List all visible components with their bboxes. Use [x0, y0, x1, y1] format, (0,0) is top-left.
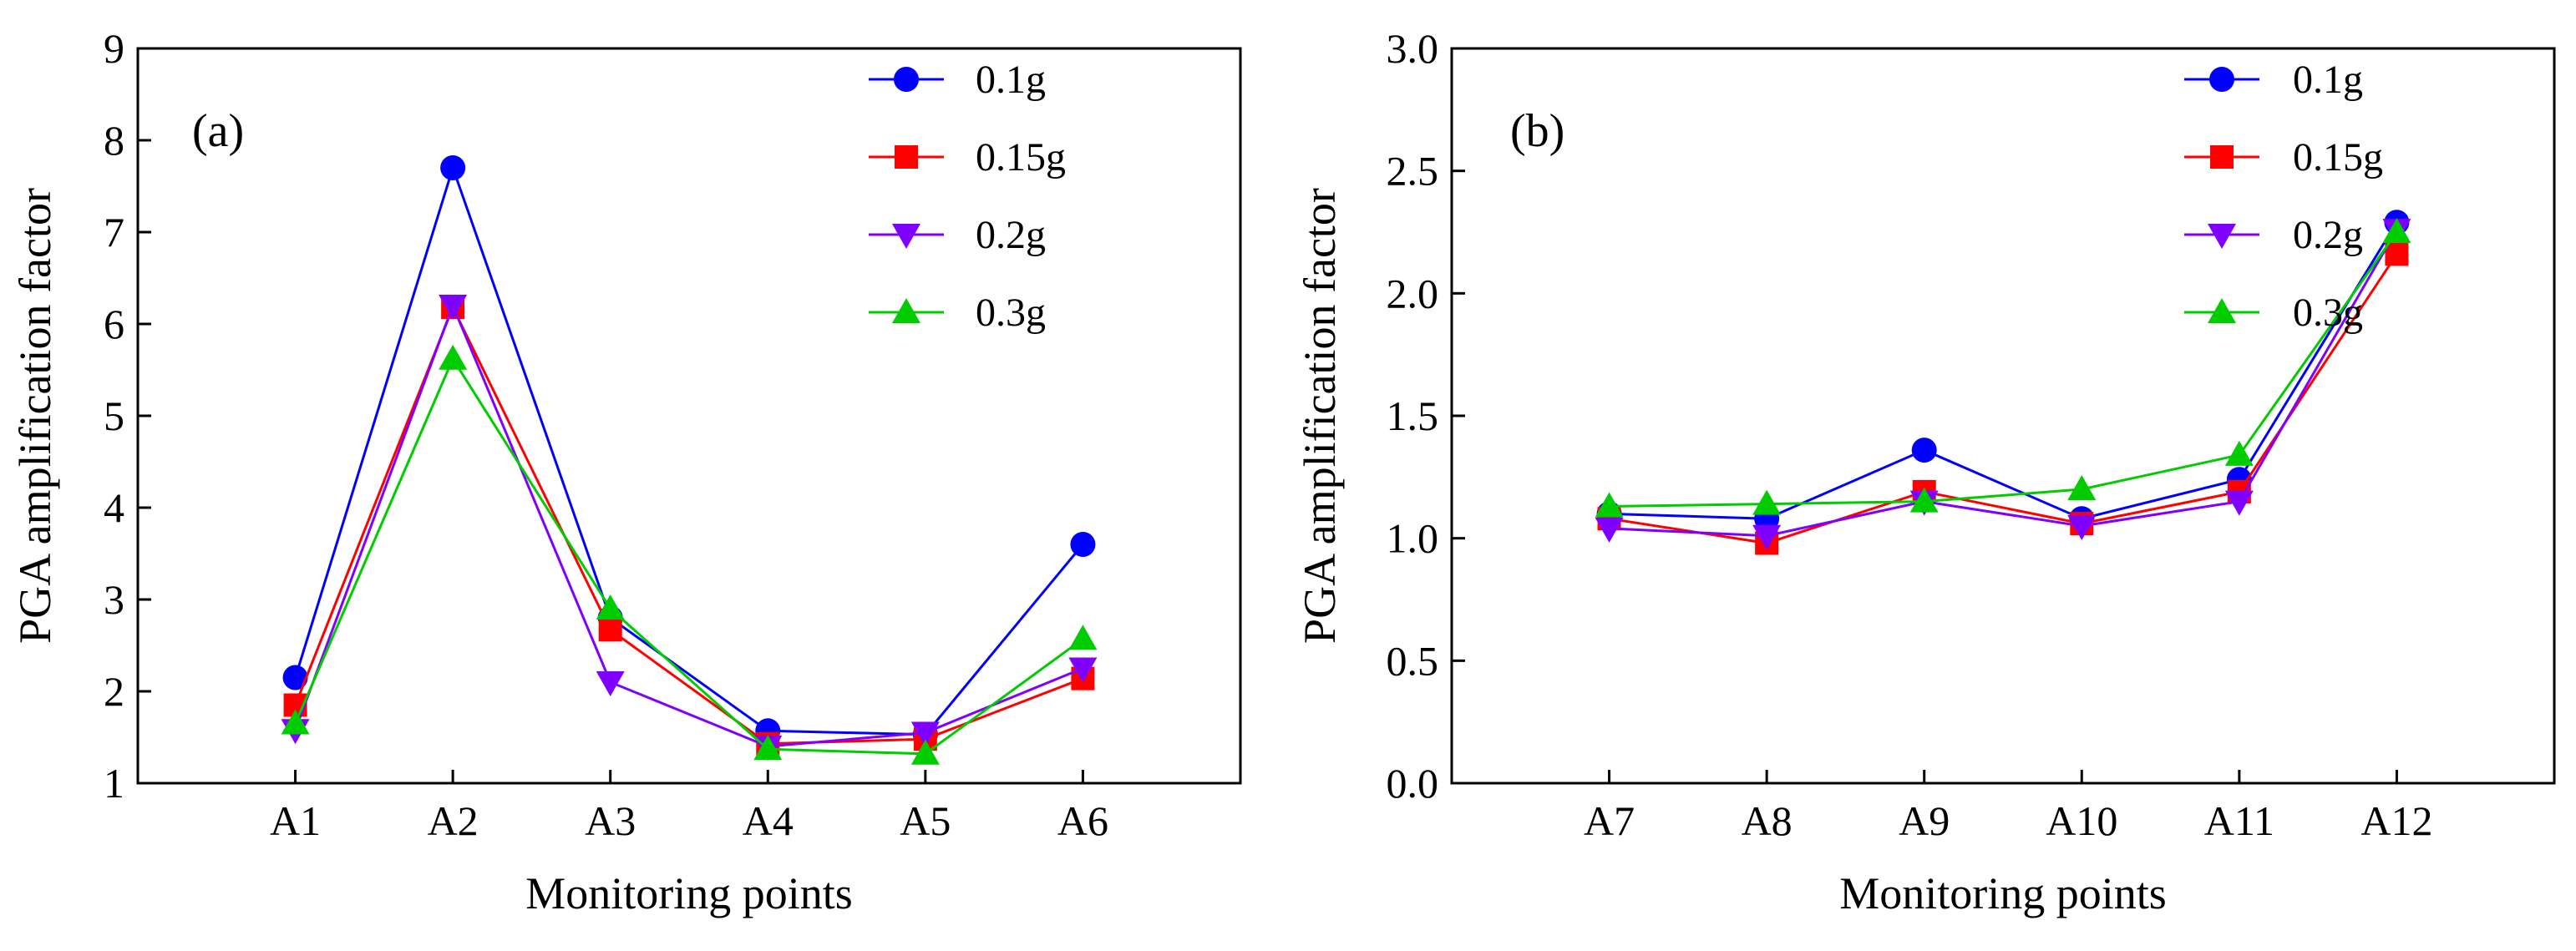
- data-point-0.3g: [753, 735, 783, 761]
- data-point-0.3g: [596, 594, 625, 620]
- data-point-0.2g: [2067, 515, 2097, 540]
- series-line-0.1g: [1609, 221, 2398, 520]
- data-point-0.3g: [2224, 440, 2254, 466]
- x-tick-label: A10: [2046, 797, 2117, 844]
- y-tick-label: 5: [104, 392, 124, 439]
- data-point-0.2g: [1595, 517, 1624, 543]
- legend-label: 0.2g: [2293, 213, 2363, 257]
- legend-marker: [2208, 298, 2236, 323]
- y-tick-label: 2.5: [1387, 148, 1439, 195]
- y-axis-title: PGA amplification factor: [1295, 188, 1345, 644]
- data-point-0.3g: [1909, 487, 1939, 513]
- x-tick-label: A9: [1899, 797, 1950, 844]
- x-tick-label: A7: [1584, 797, 1635, 844]
- x-tick-label: A5: [900, 797, 951, 844]
- y-tick-label: 3: [104, 576, 124, 623]
- y-tick-label: 3.0: [1387, 25, 1439, 72]
- data-point-0.3g: [439, 344, 468, 370]
- y-tick-label: 1: [104, 760, 124, 807]
- x-tick-label: A1: [270, 797, 321, 844]
- legend-marker: [2210, 145, 2234, 169]
- legend-marker: [2209, 67, 2234, 92]
- data-point-0.1g: [440, 155, 466, 180]
- x-tick-label: A8: [1742, 797, 1793, 844]
- data-point-0.2g: [596, 671, 625, 696]
- y-tick-label: 4: [104, 484, 124, 531]
- data-point-0.15g: [2385, 242, 2409, 266]
- y-tick-label: 7: [104, 209, 124, 255]
- x-tick-label: A3: [585, 797, 636, 844]
- series-line-0.2g: [294, 301, 1083, 748]
- data-point-0.2g: [910, 721, 940, 747]
- series-line-0.2g: [1609, 229, 2398, 538]
- y-tick-label: 2: [104, 668, 124, 715]
- data-point-0.15g: [598, 618, 622, 642]
- legend-label: 0.3g: [976, 291, 1046, 335]
- y-tick-label: 1.0: [1387, 515, 1439, 562]
- legend-marker: [892, 224, 920, 249]
- y-tick-label: 0.0: [1387, 760, 1439, 807]
- legend-marker: [895, 145, 918, 169]
- data-point-0.3g: [2382, 218, 2411, 243]
- panel-a: 1 2 3 4 5 6 7 8 9 A1 A2 A3 A4 A5 A6 Monitoring points PG…: [10, 25, 1242, 918]
- legend-label: 0.2g: [976, 213, 1046, 257]
- data-point-0.2g: [1068, 657, 1098, 683]
- legend-marker: [894, 67, 919, 92]
- plot-frame: [1450, 47, 2556, 785]
- legend-label: 0.15g: [976, 135, 1066, 180]
- panel-label: (a): [192, 105, 244, 157]
- data-point-0.2g: [439, 295, 468, 320]
- y-axis-title: PGA amplification factor: [10, 188, 60, 644]
- y-tick-label: 2.0: [1387, 270, 1439, 316]
- panel-label: (b): [1510, 105, 1564, 157]
- data-point-0.1g: [1911, 438, 1937, 463]
- y-tick-label: 9: [104, 25, 124, 72]
- panel-b: 0.0 0.5 1.0 1.5 2.0 2.5 3.0 A7 A8 A9 A10 A11 A12 Moni…: [1295, 25, 2556, 918]
- series-line-0.3g: [1609, 231, 2398, 508]
- y-tick-label: 1.5: [1387, 392, 1439, 439]
- legend-label: 0.1g: [2293, 58, 2363, 102]
- data-point-0.3g: [1068, 625, 1098, 650]
- data-point-0.3g: [281, 709, 310, 735]
- series-line-0.1g: [294, 164, 1084, 736]
- x-tick-label: A12: [2360, 797, 2432, 844]
- data-point-0.1g: [282, 665, 308, 690]
- data-point-0.3g: [1595, 492, 1624, 518]
- x-axis-title: Monitoring points: [525, 868, 853, 918]
- y-tick-label: 0.5: [1387, 637, 1439, 684]
- series-line-0.3g: [294, 356, 1084, 756]
- series-line-0.15g: [1609, 253, 2398, 545]
- data-point-0.2g: [1752, 524, 1782, 550]
- x-axis-title: Monitoring points: [1839, 868, 2167, 918]
- legend-label: 0.3g: [2293, 291, 2363, 335]
- x-tick-label: A4: [743, 797, 794, 844]
- legend-marker: [2208, 224, 2236, 249]
- x-tick-label: A11: [2204, 797, 2274, 844]
- data-point-0.2g: [2224, 490, 2254, 516]
- data-point-0.3g: [910, 739, 940, 765]
- x-tick-label: A2: [428, 797, 479, 844]
- y-tick-label: 8: [104, 117, 124, 164]
- data-point-0.3g: [2067, 475, 2097, 500]
- x-tick-label: A6: [1057, 797, 1108, 844]
- data-point-0.3g: [1752, 489, 1782, 515]
- legend-label: 0.15g: [2293, 135, 2383, 180]
- legend-marker: [892, 298, 920, 323]
- data-point-0.1g: [1070, 532, 1096, 557]
- y-tick-label: 6: [104, 301, 124, 347]
- legend-label: 0.1g: [976, 58, 1046, 102]
